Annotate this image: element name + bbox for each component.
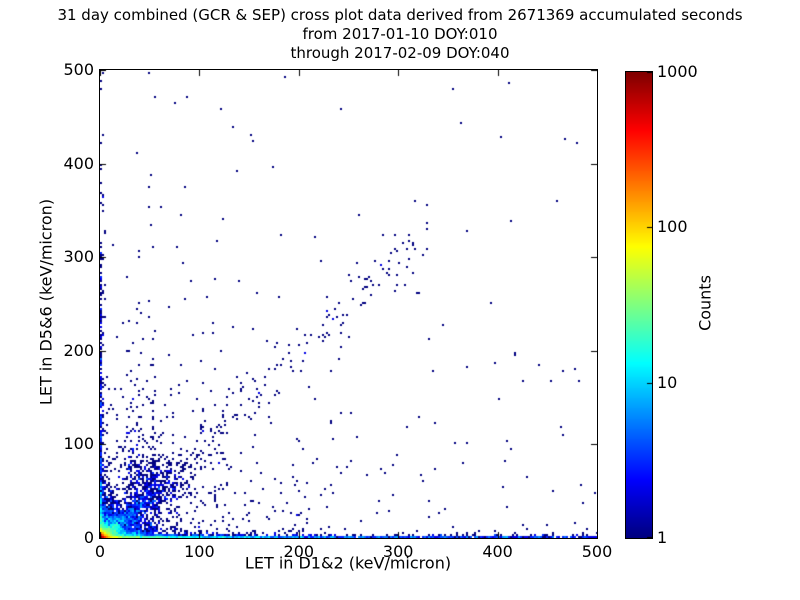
chart-title: 31 day combined (GCR & SEP) cross plot d…	[0, 6, 800, 63]
x-tick-label-400: 400	[482, 542, 513, 561]
colorbar-tick-label-100: 100	[657, 217, 688, 237]
plot-area	[99, 69, 598, 539]
colorbar	[625, 71, 653, 539]
colorbar-label: Counts	[695, 275, 715, 331]
x-tick-label-200: 200	[283, 542, 315, 561]
y-tick-label-100: 100	[63, 434, 94, 454]
y-tick-label-0: 0	[83, 528, 94, 547]
title-line-1: 31 day combined (GCR & SEP) cross plot d…	[57, 6, 743, 24]
colorbar-tick-label-1: 1	[657, 528, 668, 547]
y-tick-label-300: 300	[63, 247, 94, 267]
title-line-2: from 2017-01-10 DOY:010	[302, 25, 498, 43]
x-tick-label-300: 300	[382, 542, 414, 561]
colorbar-canvas	[626, 72, 652, 538]
scatter-canvas	[100, 70, 597, 538]
x-tick-label-0: 0	[94, 542, 106, 561]
y-tick-label-400: 400	[63, 153, 94, 173]
y-tick-label-500: 500	[63, 60, 94, 79]
x-axis-label: LET in D1&2 (keV/micron)	[244, 553, 452, 573]
colorbar-tick-label-10: 10	[657, 372, 678, 392]
colorbar-tick-label-1000: 1000	[657, 62, 698, 81]
x-tick-label-500: 500	[581, 542, 613, 561]
y-tick-label-200: 200	[63, 340, 94, 360]
title-line-3: through 2017-02-09 DOY:040	[290, 44, 510, 62]
y-axis-label: LET in D5&6 (keV/micron)	[36, 198, 56, 406]
x-tick-label-100: 100	[184, 542, 215, 561]
